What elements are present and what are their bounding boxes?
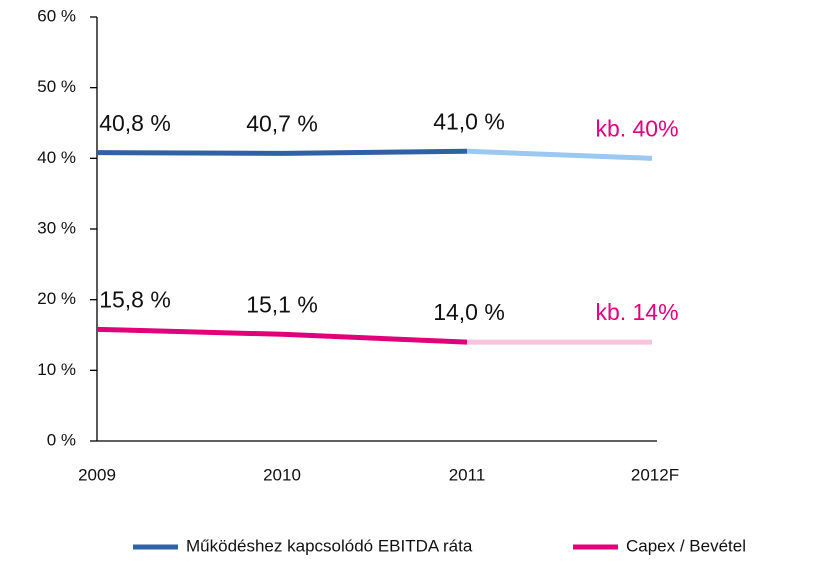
data-label: 41,0 %	[433, 108, 505, 134]
y-tick-label: 40 %	[37, 148, 76, 167]
legend-label: Capex / Bevétel	[626, 536, 746, 555]
data-label: 40,7 %	[246, 110, 318, 136]
data-label: 14,0 %	[433, 299, 505, 325]
y-tick-label: 50 %	[37, 77, 76, 96]
data-label: kb. 40%	[595, 115, 678, 141]
x-tick-label: 2010	[263, 465, 301, 484]
y-tick-label: 30 %	[37, 218, 76, 237]
data-label: 40,8 %	[99, 110, 171, 136]
x-tick-label: 2009	[78, 465, 116, 484]
forecast-line	[466, 148, 653, 161]
series-line	[96, 148, 468, 156]
data-label: 15,1 %	[246, 291, 318, 317]
y-tick-label: 10 %	[37, 360, 76, 379]
legend-label: Működéshez kapcsolódó EBITDA ráta	[186, 536, 473, 555]
x-tick-label: 2012F	[631, 465, 679, 484]
data-label: 15,8 %	[99, 286, 171, 312]
y-tick-label: 60 %	[37, 6, 76, 25]
y-tick-label: 20 %	[37, 289, 76, 308]
data-label: kb. 14%	[595, 299, 678, 325]
x-tick-label: 2011	[449, 465, 486, 484]
y-tick-label: 0 %	[47, 430, 76, 449]
series-line	[96, 326, 468, 345]
